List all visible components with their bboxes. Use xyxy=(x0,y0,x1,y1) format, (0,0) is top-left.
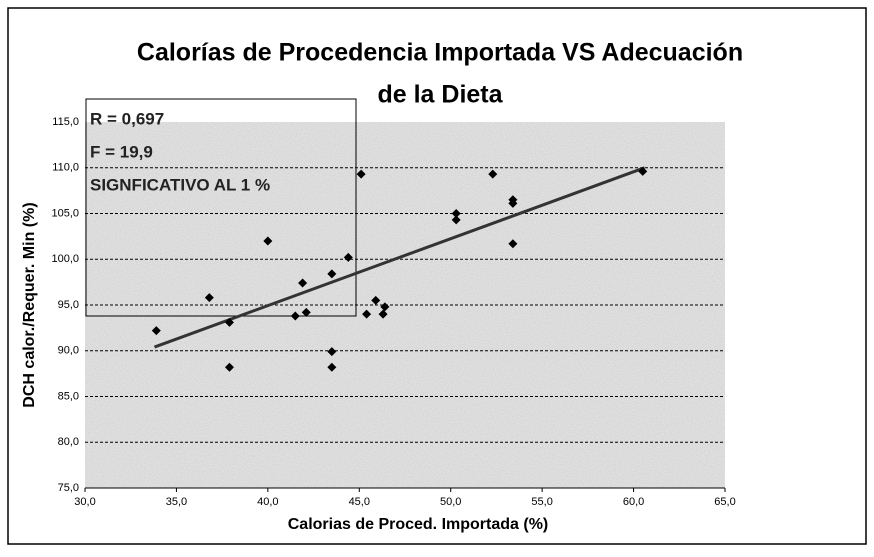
data-point xyxy=(327,362,337,372)
data-point xyxy=(327,269,337,279)
data-point xyxy=(488,169,498,179)
x-tick-label: 45,0 xyxy=(349,496,370,508)
x-tick-label: 60,0 xyxy=(623,496,644,508)
data-point xyxy=(371,295,381,305)
annotation: SIGNFICATIVO AL 1 % xyxy=(90,175,270,194)
data-point xyxy=(224,362,234,372)
x-tick-label: 55,0 xyxy=(531,496,552,508)
data-point xyxy=(263,236,273,246)
y-tick-label: 110,0 xyxy=(52,162,79,174)
data-point xyxy=(508,239,518,249)
data-point xyxy=(290,311,300,321)
x-tick-label: 65,0 xyxy=(714,496,735,508)
data-point xyxy=(343,252,353,262)
y-tick-label: 85,0 xyxy=(58,390,79,402)
x-axis-label: Calorias de Proced. Importada (%) xyxy=(288,516,549,533)
y-tick-label: 75,0 xyxy=(58,482,79,494)
data-point xyxy=(356,169,366,179)
data-point xyxy=(151,326,161,336)
data-point xyxy=(451,215,461,225)
annotation: F = 19,9 xyxy=(90,142,153,161)
data-point xyxy=(508,198,518,208)
chart-title: de la Dieta xyxy=(377,81,503,109)
y-tick-label: 105,0 xyxy=(51,207,79,219)
data-point xyxy=(378,309,388,319)
y-tick-label: 80,0 xyxy=(58,436,79,448)
data-point xyxy=(362,309,372,319)
y-tick-label: 90,0 xyxy=(58,345,79,357)
x-tick-label: 30,0 xyxy=(74,496,95,508)
y-tick-label: 100,0 xyxy=(51,253,79,265)
y-tick-label: 95,0 xyxy=(58,299,79,311)
data-point xyxy=(451,209,461,218)
data-point xyxy=(327,347,337,357)
trend-line xyxy=(153,166,646,349)
y-axis-label: DCH calor./Requer. Min (%) xyxy=(21,202,38,407)
data-point xyxy=(380,302,390,312)
data-point xyxy=(301,307,311,317)
data-point xyxy=(204,293,214,303)
data-point xyxy=(224,317,234,327)
data-point xyxy=(298,278,308,288)
annotation-box xyxy=(85,98,357,317)
annotation: R = 0,697 xyxy=(90,109,164,128)
y-tick-label: 115,0 xyxy=(52,116,79,128)
x-tick-label: 35,0 xyxy=(166,496,187,508)
x-tick-label: 40,0 xyxy=(257,496,278,508)
data-point xyxy=(638,166,648,176)
chart-title: Calorías de Procedencia Importada VS Ade… xyxy=(137,39,743,67)
x-tick-label: 50,0 xyxy=(440,496,461,508)
